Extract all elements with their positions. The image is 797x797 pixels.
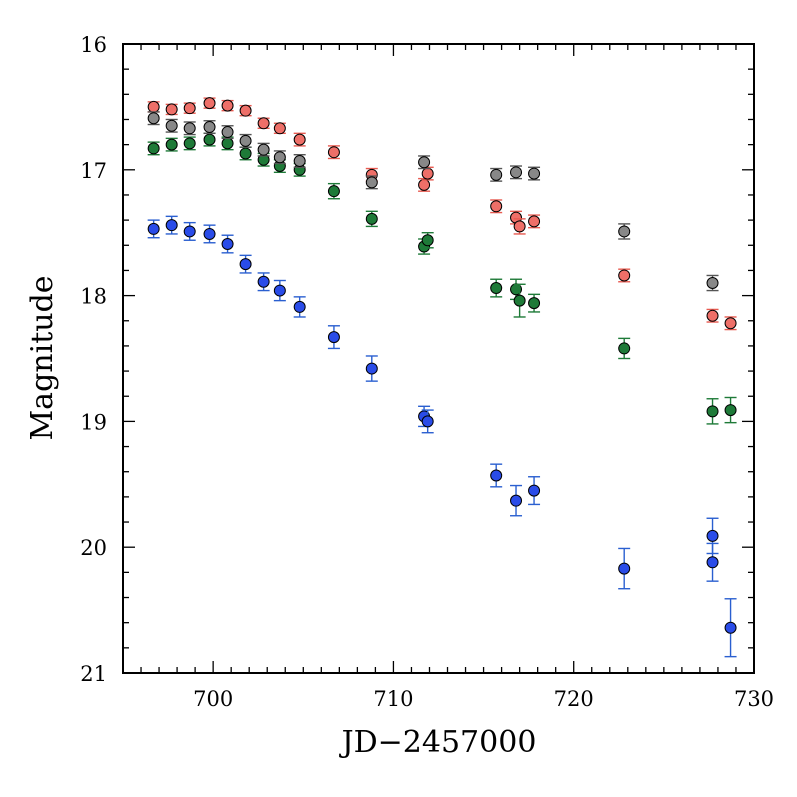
data-point [147,222,160,235]
series-gray [147,111,719,292]
series-green [147,132,737,425]
data-point [706,529,719,542]
x-tick-label: 700 [193,687,233,711]
data-point [528,484,541,497]
data-point [221,137,234,150]
data-point [528,167,541,180]
data-point [618,225,631,238]
y-axis-title: Magnitude [25,275,60,440]
data-point [257,117,270,130]
data-point [147,142,160,155]
data-point [203,97,216,110]
data-point [706,309,719,322]
data-point [293,154,306,167]
data-point [165,138,178,151]
data-point [365,212,378,225]
data-point [706,405,719,418]
data-point [165,103,178,116]
data-point [165,119,178,132]
data-point [365,362,378,375]
data-point [513,220,526,233]
data-point [273,151,286,164]
y-tick-label: 19 [80,410,107,434]
data-point [706,277,719,290]
data-point [365,176,378,189]
data-point [510,494,523,507]
data-point [490,282,503,295]
tick-labels: 700 710 720 730 16 17 18 19 20 21 [80,33,774,711]
data-point [221,99,234,112]
data-point [327,331,340,344]
data-point [528,297,541,310]
data-point [513,294,526,307]
ticks-layer [122,43,755,674]
x-tick-label: 730 [734,687,774,711]
data-point [618,269,631,282]
data-point [239,147,252,160]
y-tick-label: 21 [80,662,107,686]
data-point [273,284,286,297]
data-point [257,275,270,288]
data-point [203,133,216,146]
data-point [147,112,160,125]
data-point [293,133,306,146]
data-point [421,415,434,428]
data-point [528,215,541,228]
x-tick-label: 710 [373,687,413,711]
data-point [490,469,503,482]
data-point [327,185,340,198]
plot-frame [122,43,755,674]
data-point [221,238,234,251]
data-point [221,126,234,139]
data-point [724,621,737,634]
data-point [327,146,340,159]
y-tick-label: 18 [80,285,107,309]
x-tick-label: 720 [554,687,594,711]
data-point [183,225,196,238]
data-point [421,234,434,247]
data-point [165,219,178,232]
y-tick-label: 16 [80,33,107,57]
data-point [618,562,631,575]
data-point [293,300,306,313]
data-point [239,104,252,117]
data-point [203,227,216,240]
data-point [510,166,523,179]
data-point [239,258,252,271]
data-point [418,156,431,169]
data-point [273,122,286,135]
data-point [203,121,216,134]
data-point [183,102,196,115]
data-point [183,137,196,150]
data-point [147,100,160,113]
y-tick-label: 17 [80,159,107,183]
data-point [490,200,503,213]
data-point [490,168,503,181]
data-point [418,178,431,191]
data-point [421,167,434,180]
x-axis-title: JD−2457000 [339,725,537,760]
data-point [706,556,719,569]
series-blue [147,215,737,658]
data-point [724,317,737,330]
data-layer [147,97,737,658]
data-point [183,122,196,135]
data-point [239,134,252,147]
y-tick-label: 20 [80,536,107,560]
data-point [257,143,270,156]
series-red [147,97,737,331]
data-point [724,404,737,417]
data-point [618,342,631,355]
